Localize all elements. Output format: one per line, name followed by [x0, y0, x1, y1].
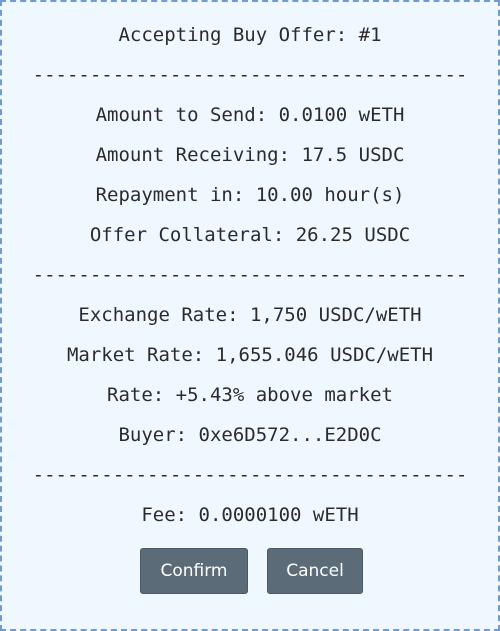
- fee: Fee: 0.0000100 wETH: [141, 504, 359, 526]
- buyer-address: Buyer: 0xe6D572...E2D0C: [118, 424, 382, 446]
- confirm-button[interactable]: Confirm: [140, 548, 248, 594]
- amount-receiving: Amount Receiving: 17.5 USDC: [95, 144, 405, 166]
- separator-3: --------------------------------------: [32, 464, 468, 486]
- cancel-button[interactable]: Cancel: [267, 548, 363, 594]
- market-rate: Market Rate: 1,655.046 USDC/wETH: [66, 344, 434, 366]
- amount-to-send: Amount to Send: 0.0100 wETH: [95, 104, 405, 126]
- separator-1: --------------------------------------: [32, 64, 468, 86]
- offer-collateral: Offer Collateral: 26.25 USDC: [89, 224, 411, 246]
- dialog-title: Accepting Buy Offer: #1: [118, 24, 382, 46]
- exchange-rate: Exchange Rate: 1,750 USDC/wETH: [78, 304, 422, 326]
- repayment-period: Repayment in: 10.00 hour(s): [95, 184, 405, 206]
- separator-2: --------------------------------------: [32, 264, 468, 286]
- rate-vs-market: Rate: +5.43% above market: [107, 384, 393, 406]
